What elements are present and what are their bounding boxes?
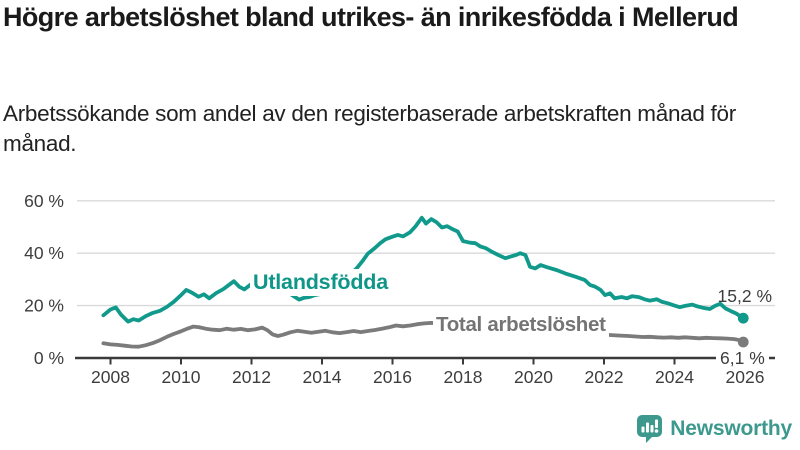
series-end-dot-0	[737, 312, 749, 324]
x-tick-label: 2016	[373, 367, 412, 387]
logo-text: Newsworthy	[670, 416, 792, 440]
y-tick-label: 0 %	[34, 348, 64, 368]
x-tick-label: 2010	[162, 367, 201, 387]
series-label-utlandsfodda: Utlandsfödda	[250, 269, 391, 296]
series-label-total-arbetsloshet: Total arbetslöshet	[433, 312, 609, 338]
y-tick-label: 40 %	[24, 243, 64, 263]
x-tick-label: 2020	[514, 367, 553, 387]
bar-chart-speech-bubble-icon	[637, 415, 663, 443]
series-end-dot-1	[737, 336, 749, 348]
page-title: Högre arbetslöshet bland utrikes- än inr…	[3, 2, 739, 32]
y-tick-label: 20 %	[24, 296, 64, 316]
end-value-total: 6,1 %	[716, 348, 769, 369]
x-tick-label: 2008	[91, 367, 130, 387]
chart-svg: 0 % 20 % 40 % 60 % 2008 2010 2012 2014 2016 2018 2…	[24, 191, 775, 387]
series-line-1	[101, 320, 746, 349]
y-tick-label: 60 %	[24, 191, 64, 211]
end-value-utlandsfodda: 15,2 %	[717, 286, 772, 306]
x-tick-label: 2012	[232, 367, 271, 387]
series-line-0	[101, 215, 746, 324]
x-tick-label: 2026	[726, 367, 765, 387]
x-tick-label: 2018	[444, 367, 483, 387]
chart-subtitle: Arbetssökande som andel av den registerb…	[3, 101, 736, 157]
x-tick-label: 2024	[655, 367, 694, 387]
newsworthy-logo: Newsworthy	[636, 414, 792, 443]
x-tick-label: 2022	[585, 367, 624, 387]
x-tick-label: 2014	[303, 367, 342, 387]
